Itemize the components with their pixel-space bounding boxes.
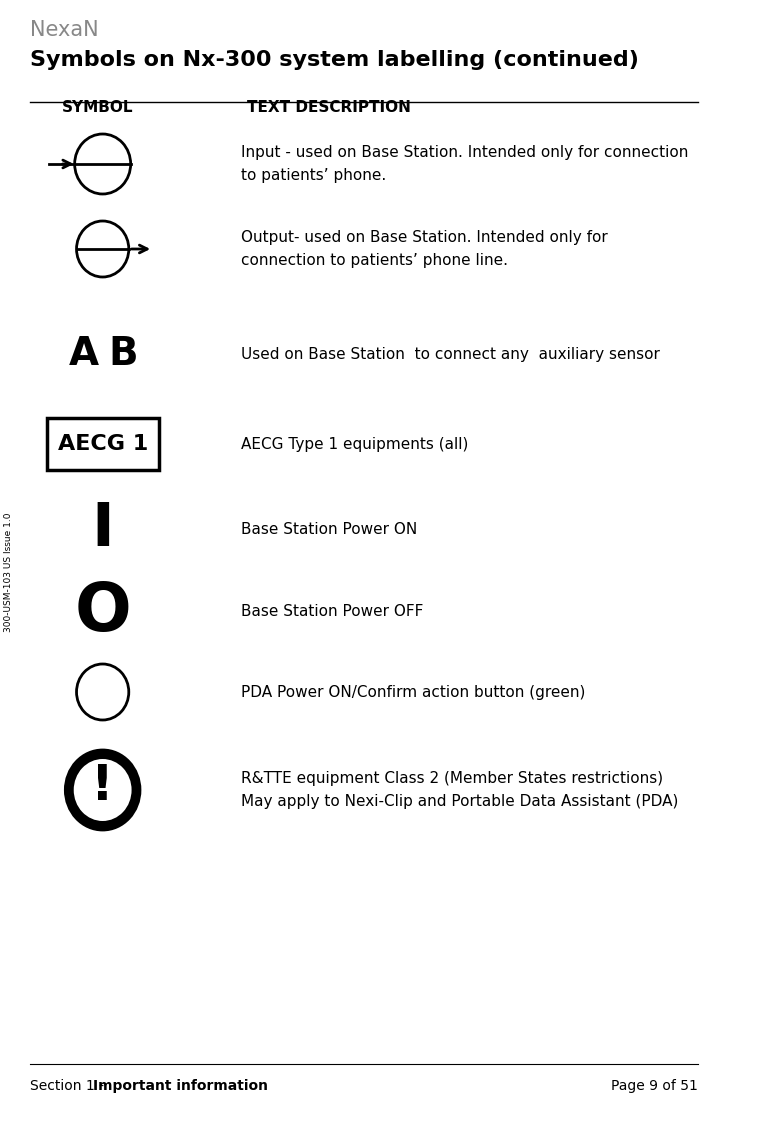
FancyBboxPatch shape: [47, 418, 158, 471]
Text: Section 1 -: Section 1 -: [30, 1079, 108, 1093]
Text: Page 9 of 51: Page 9 of 51: [611, 1079, 698, 1093]
Text: O: O: [75, 579, 131, 645]
Text: TEXT DESCRIPTION: TEXT DESCRIPTION: [248, 100, 411, 115]
Text: R&TTE equipment Class 2 (Member States restrictions)
May apply to Nexi-Clip and : R&TTE equipment Class 2 (Member States r…: [241, 771, 678, 809]
Text: A: A: [69, 335, 99, 373]
Circle shape: [65, 750, 140, 830]
Text: Base Station Power ON: Base Station Power ON: [241, 523, 417, 538]
Text: Base Station Power OFF: Base Station Power OFF: [241, 604, 423, 619]
Text: NexaN: NexaN: [30, 21, 98, 40]
Text: I: I: [92, 500, 114, 560]
Text: Output- used on Base Station. Intended only for
connection to patients’ phone li: Output- used on Base Station. Intended o…: [241, 231, 608, 267]
Text: !: !: [92, 762, 114, 810]
Text: 300-USM-103 US Issue 1.0: 300-USM-103 US Issue 1.0: [4, 513, 13, 632]
Circle shape: [74, 759, 131, 821]
Text: Input - used on Base Station. Intended only for connection
to patients’ phone.: Input - used on Base Station. Intended o…: [241, 145, 688, 183]
Text: Symbols on Nx-300 system labelling (continued): Symbols on Nx-300 system labelling (cont…: [30, 50, 639, 70]
Text: B: B: [108, 335, 138, 373]
Text: Important information: Important information: [93, 1079, 268, 1093]
Text: SYMBOL: SYMBOL: [62, 100, 134, 115]
Text: AECG 1: AECG 1: [58, 434, 148, 455]
Text: Used on Base Station  to connect any  auxiliary sensor: Used on Base Station to connect any auxi…: [241, 346, 660, 362]
Text: AECG Type 1 equipments (all): AECG Type 1 equipments (all): [241, 436, 468, 451]
Text: PDA Power ON/Confirm action button (green): PDA Power ON/Confirm action button (gree…: [241, 684, 585, 700]
